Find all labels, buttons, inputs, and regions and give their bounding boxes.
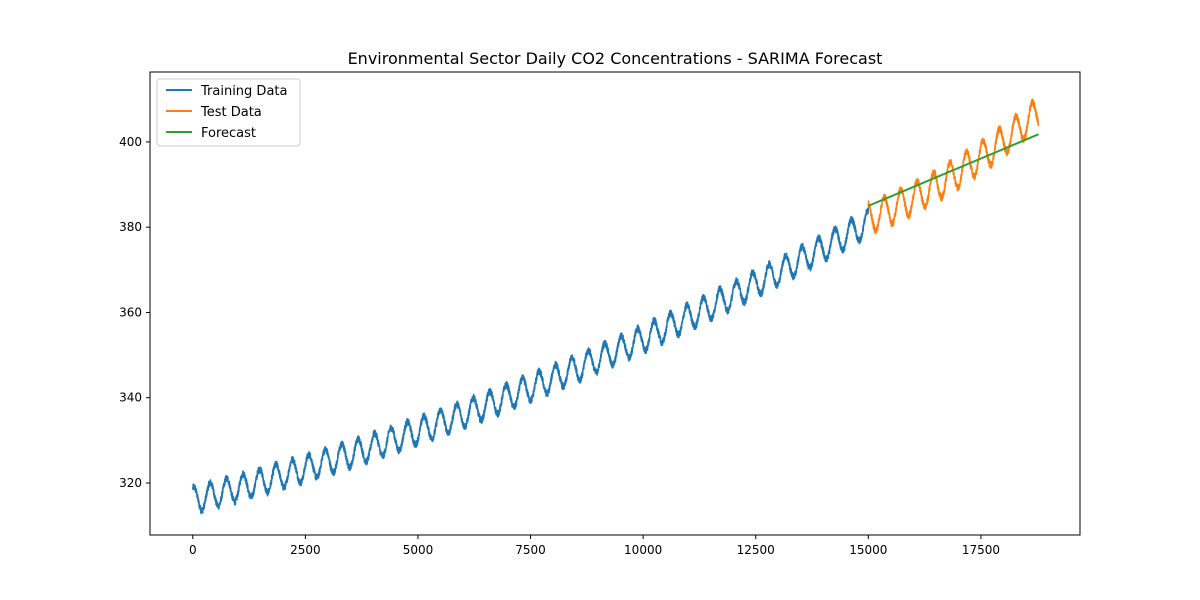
x-tick-label: 2500 (290, 543, 321, 557)
x-tick-label: 17500 (962, 543, 1000, 557)
plot-area (192, 98, 1040, 515)
series-layer (192, 98, 1040, 515)
series-forecast (867, 133, 1039, 207)
y-axis: 320 340 360 380 400 (119, 135, 150, 490)
x-tick-label: 5000 (403, 543, 434, 557)
legend-label-training: Training Data (200, 84, 287, 99)
axes-frame (149, 71, 1081, 536)
legend: Training Data Test Data Forecast (156, 78, 301, 147)
x-axis: 0 2500 5000 7500 10000 12500 15000 17500 (189, 535, 1000, 557)
y-tick-label: 320 (119, 476, 142, 490)
x-tick-label: 15000 (849, 543, 887, 557)
legend-box (156, 78, 301, 147)
legend-label-forecast: Forecast (201, 126, 256, 141)
legend-label-test: Test Data (200, 105, 262, 120)
x-tick-label: 0 (189, 543, 197, 557)
x-tick-label: 12500 (737, 543, 775, 557)
x-tick-label: 10000 (624, 543, 662, 557)
series-training-data (192, 207, 870, 515)
y-tick-label: 380 (119, 220, 142, 234)
y-tick-label: 400 (119, 135, 142, 149)
chart-title: Environmental Sector Daily CO2 Concentra… (348, 49, 883, 68)
x-tick-label: 7500 (515, 543, 546, 557)
y-tick-label: 340 (119, 391, 142, 405)
y-tick-label: 360 (119, 305, 142, 319)
